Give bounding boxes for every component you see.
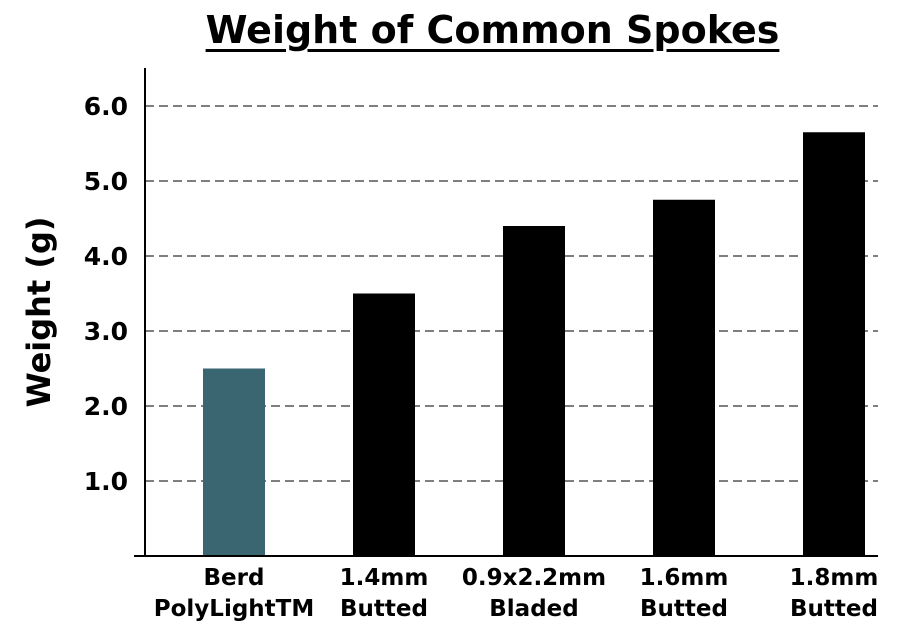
x-tick-label: Bladed bbox=[489, 596, 578, 622]
y-tick-label: 1.0 bbox=[84, 467, 128, 496]
x-tick-label: 0.9x2.2mm bbox=[462, 565, 606, 591]
x-tick-label: 1.6mm bbox=[640, 565, 729, 591]
bar-1 bbox=[353, 293, 415, 556]
chart-title: Weight of Common Spokes bbox=[205, 8, 780, 52]
y-tick-labels: 1.0 2.0 3.0 4.0 5.0 6.0 bbox=[84, 92, 128, 496]
bars bbox=[203, 132, 865, 556]
y-tick-label: 5.0 bbox=[84, 167, 128, 196]
x-tick-label: Butted bbox=[790, 596, 878, 622]
x-tick-label: 1.4mm bbox=[340, 565, 429, 591]
bar-4 bbox=[803, 132, 865, 556]
y-tick-label: 4.0 bbox=[84, 242, 128, 271]
x-tick-label: Butted bbox=[340, 596, 428, 622]
x-tick-label: Berd bbox=[204, 565, 265, 591]
x-tick-label: Butted bbox=[640, 596, 728, 622]
bar-0 bbox=[203, 368, 265, 556]
y-tick-label: 3.0 bbox=[84, 317, 128, 346]
bar-2 bbox=[503, 226, 565, 556]
y-tick-label: 2.0 bbox=[84, 392, 128, 421]
x-tick-label: PolyLightTM bbox=[154, 596, 314, 622]
bar-3 bbox=[653, 199, 715, 556]
x-tick-label: 1.8mm bbox=[790, 565, 879, 591]
x-tick-labels: Berd PolyLightTM 1.4mm Butted 0.9x2.2mm Blade… bbox=[154, 565, 879, 622]
y-tick-label: 6.0 bbox=[84, 92, 128, 121]
y-axis-label: Weight (g) bbox=[20, 216, 58, 407]
